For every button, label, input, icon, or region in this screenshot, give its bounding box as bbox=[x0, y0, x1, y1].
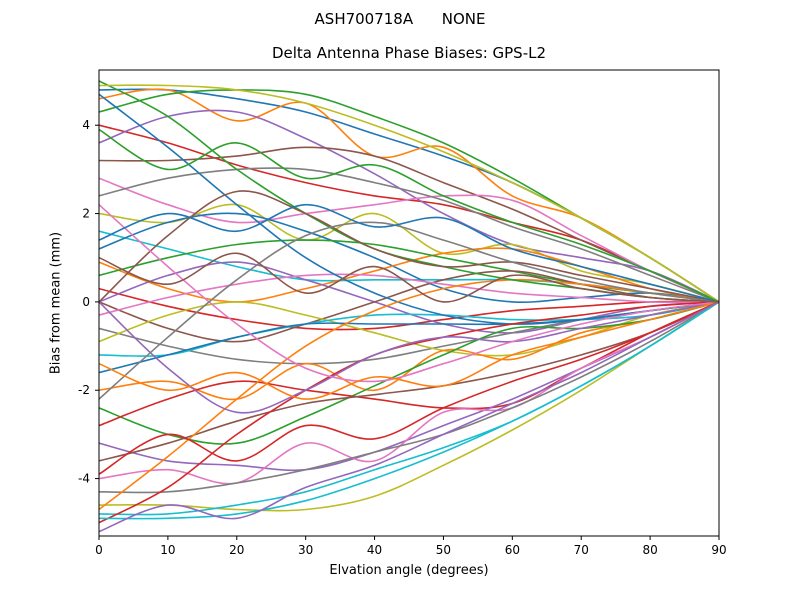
x-tick-label: 70 bbox=[574, 543, 589, 557]
x-tick-label: 50 bbox=[436, 543, 451, 557]
series-line bbox=[99, 301, 719, 494]
series-line bbox=[99, 278, 719, 511]
series-line bbox=[99, 301, 719, 357]
series-line bbox=[99, 88, 719, 303]
x-tick-label: 30 bbox=[298, 543, 313, 557]
y-tick-label: 2 bbox=[82, 207, 90, 221]
series-line bbox=[99, 212, 719, 303]
series-line bbox=[99, 301, 719, 414]
series-line bbox=[99, 301, 719, 427]
y-tick-label: -2 bbox=[78, 383, 90, 397]
axes-title: Delta Antenna Phase Biases: GPS-L2 bbox=[271, 44, 547, 62]
series-line bbox=[99, 270, 719, 343]
series-line bbox=[99, 301, 719, 533]
series-line bbox=[99, 190, 719, 303]
series-line bbox=[99, 301, 719, 520]
series-line bbox=[99, 301, 719, 475]
x-axis-label: Elvation angle (degrees) bbox=[329, 563, 489, 578]
series-line bbox=[99, 273, 719, 316]
x-tick-label: 80 bbox=[642, 543, 657, 557]
series-line bbox=[99, 109, 719, 303]
series-line bbox=[99, 301, 719, 400]
series-line bbox=[99, 221, 719, 400]
series-line bbox=[99, 203, 719, 383]
y-tick-label: 0 bbox=[82, 295, 90, 309]
y-tick-label: 4 bbox=[82, 118, 90, 132]
series-line bbox=[99, 88, 719, 303]
series-line bbox=[99, 301, 719, 512]
axes-frame bbox=[98, 69, 720, 537]
series-line bbox=[99, 252, 719, 303]
series-group bbox=[99, 80, 719, 533]
x-tick-label: 90 bbox=[711, 543, 726, 557]
series-line bbox=[99, 301, 719, 462]
series-line bbox=[99, 167, 719, 303]
x-tick-label: 60 bbox=[505, 543, 520, 557]
series-line bbox=[99, 203, 719, 303]
series-line bbox=[99, 146, 719, 303]
series-line bbox=[99, 84, 719, 303]
y-tick-label: -4 bbox=[78, 472, 90, 486]
series-line bbox=[99, 89, 719, 303]
series-line bbox=[99, 301, 719, 445]
x-tick-label: 40 bbox=[367, 543, 382, 557]
x-tick-label: 20 bbox=[229, 543, 244, 557]
series-line bbox=[99, 247, 719, 303]
x-tick-label: 0 bbox=[95, 543, 103, 557]
series-line bbox=[99, 128, 719, 303]
x-tick-label: 10 bbox=[160, 543, 175, 557]
series-line bbox=[99, 301, 719, 485]
figure-suptitle: ASH700718A NONE bbox=[314, 10, 486, 28]
